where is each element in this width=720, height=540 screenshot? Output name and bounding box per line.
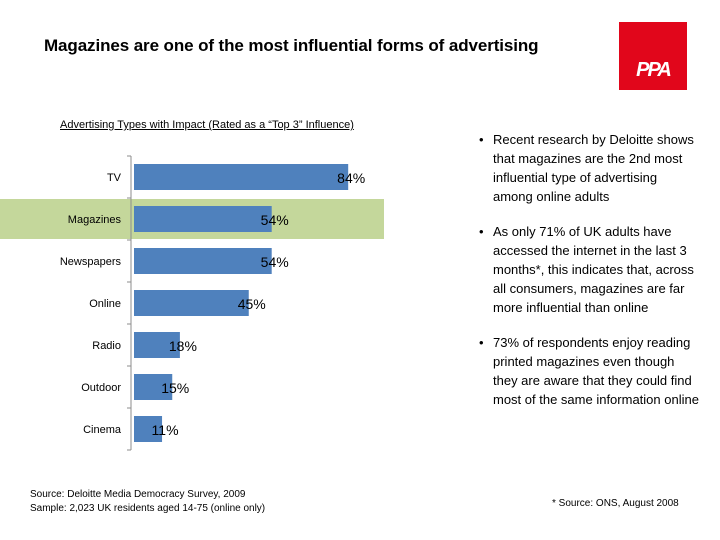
bar xyxy=(134,206,272,232)
bullet-item: 73% of respondents enjoy reading printed… xyxy=(474,333,699,409)
bullet-item: Recent research by Deloitte shows that m… xyxy=(474,130,699,206)
logo-text: PPA xyxy=(636,59,672,81)
bar xyxy=(134,416,163,442)
category-label: Newspapers xyxy=(60,256,122,268)
data-label: 45% xyxy=(238,296,266,312)
category-label: Online xyxy=(89,298,121,310)
chart-title: Advertising Types with Impact (Rated as … xyxy=(60,119,354,131)
data-label: 54% xyxy=(261,254,289,270)
source-note: Source: Deloitte Media Democracy Survey,… xyxy=(30,488,265,516)
sample-line: Sample: 2,023 UK residents aged 14-75 (o… xyxy=(30,503,266,514)
bar-chart: TV 84% Magazines 54% Newspapers 54% Online 45% R… xyxy=(0,155,384,451)
bar xyxy=(134,290,249,316)
footnote: * Source: ONS, August 2008 xyxy=(552,498,679,509)
bullet-list: Recent research by Deloitte shows that m… xyxy=(474,130,699,425)
bullet-item: As only 71% of UK adults have accessed t… xyxy=(474,222,699,317)
data-label: 15% xyxy=(161,380,189,396)
slide-title: Magazines are one of the most influentia… xyxy=(44,36,539,55)
category-label: TV xyxy=(107,172,122,184)
data-label: 18% xyxy=(169,338,197,354)
category-label: Magazines xyxy=(68,214,122,226)
source-line: Source: Deloitte Media Democracy Survey,… xyxy=(30,489,246,500)
data-label: 11% xyxy=(152,422,179,438)
data-label: 54% xyxy=(261,212,289,228)
bar xyxy=(134,374,173,400)
category-label: Radio xyxy=(92,340,121,352)
data-label: 84% xyxy=(337,170,365,186)
bar xyxy=(134,164,349,190)
bar xyxy=(134,332,180,358)
bar xyxy=(134,248,272,274)
ppa-logo: PPA xyxy=(619,22,687,90)
category-label: Outdoor xyxy=(81,382,121,394)
category-label: Cinema xyxy=(83,424,122,436)
